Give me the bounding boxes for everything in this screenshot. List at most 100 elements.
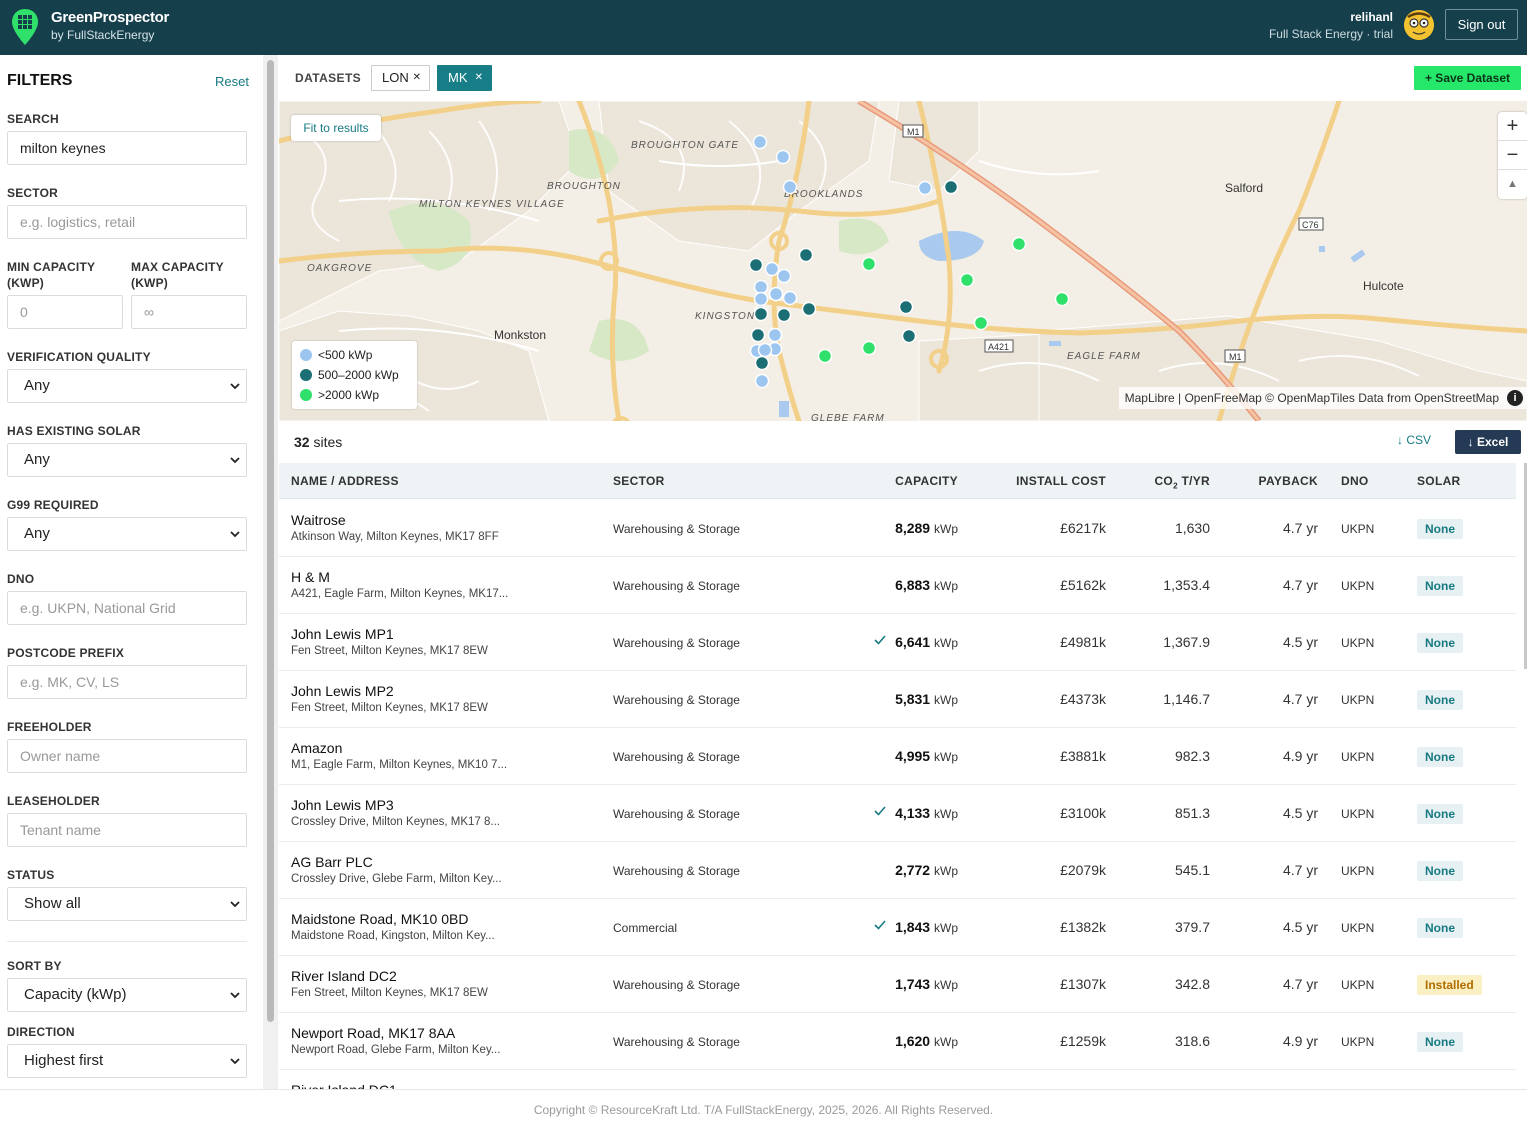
site-name[interactable]: Maidstone Road, MK10 0BD: [291, 911, 469, 927]
header-solar[interactable]: SOLAR: [1417, 474, 1461, 488]
solar-status-badge: None: [1417, 519, 1463, 539]
table-row[interactable]: Maidstone Road, MK10 0BD Maidstone Road, …: [279, 899, 1516, 956]
download-excel-button[interactable]: ↓ Excel: [1455, 430, 1521, 454]
site-capacity: 5,831 kWp: [895, 691, 958, 707]
table-row[interactable]: River Island DC2 Fen Street, Milton Keyne…: [279, 956, 1516, 1013]
sidebar-scroll-thumb[interactable]: [267, 60, 274, 1022]
site-name[interactable]: John Lewis MP3: [291, 797, 394, 813]
compass-icon[interactable]: ▲: [1507, 178, 1518, 190]
g99-required-select[interactable]: Any: [7, 517, 247, 551]
page-footer: Copyright © ResourceKraft Ltd. T/A FullS…: [0, 1089, 1527, 1121]
dataset-chip-lon[interactable]: LON ✕: [371, 65, 430, 91]
site-sector: Warehousing & Storage: [613, 864, 740, 878]
close-icon[interactable]: ✕: [474, 72, 483, 83]
fit-to-results-button[interactable]: Fit to results: [291, 115, 381, 141]
header-name[interactable]: NAME / ADDRESS: [291, 474, 399, 488]
site-name[interactable]: River Island DC2: [291, 968, 397, 984]
header-co2[interactable]: CO2 T/YR: [1154, 474, 1210, 490]
results-count-suffix: sites: [309, 434, 343, 450]
direction-select[interactable]: Highest first: [7, 1044, 247, 1078]
reset-filters-link[interactable]: Reset: [215, 74, 249, 89]
site-co2: 545.1: [1174, 862, 1210, 878]
capacity-unit: kWp: [934, 864, 958, 878]
site-co2: 982.3: [1174, 748, 1210, 764]
map-pin-grid-icon[interactable]: [11, 8, 39, 46]
sort-by-select[interactable]: Capacity (kWp): [7, 978, 247, 1012]
site-name[interactable]: John Lewis MP1: [291, 626, 394, 642]
site-sector: Warehousing & Storage: [613, 807, 740, 821]
capacity-value: 8,289: [895, 520, 931, 536]
freeholder-input[interactable]: [7, 739, 247, 773]
verification-quality-select[interactable]: Any: [7, 369, 247, 403]
site-install-cost: £5162k: [1060, 577, 1106, 593]
sector-label: SECTOR: [7, 186, 58, 200]
verification-quality-label: VERIFICATION QUALITY: [7, 350, 151, 364]
site-name[interactable]: Newport Road, MK17 8AA: [291, 1025, 456, 1041]
verification-quality-value: Any: [24, 377, 50, 394]
site-address: Newport Road, Glebe Farm, Milton Key...: [291, 1044, 501, 1056]
attribution-text[interactable]: MapLibre | OpenFreeMap © OpenMapTiles Da…: [1124, 391, 1499, 405]
zoom-in-button[interactable]: +: [1498, 112, 1527, 141]
capacity-value: 6,883: [895, 577, 931, 593]
avatar-icon[interactable]: [1404, 10, 1434, 40]
status-select[interactable]: Show all: [7, 887, 247, 921]
table-row[interactable]: John Lewis MP3 Crossley Drive, Milton Key…: [279, 785, 1516, 842]
site-name[interactable]: AG Barr PLC: [291, 854, 373, 870]
site-name[interactable]: H & M: [291, 569, 330, 585]
datasets-label: DATASETS: [295, 71, 362, 85]
table-row[interactable]: Waitrose Atkinson Way, Milton Keynes, MK1…: [279, 500, 1516, 557]
capacity-unit: kWp: [934, 978, 958, 992]
site-name[interactable]: River Island DC1: [291, 1082, 397, 1089]
sidebar-scrollbar[interactable]: [263, 55, 278, 1089]
table-row[interactable]: River Island DC1: [279, 1070, 1516, 1089]
dataset-chip-label: LON: [382, 70, 409, 85]
site-address: Fen Street, Milton Keynes, MK17 8EW: [291, 702, 488, 714]
table-row[interactable]: H & M A421, Eagle Farm, Milton Keynes, MK…: [279, 557, 1516, 614]
info-icon[interactable]: i: [1507, 390, 1523, 406]
leaseholder-input[interactable]: [7, 813, 247, 847]
site-name[interactable]: Waitrose: [291, 512, 346, 528]
place-label-hulcote: Hulcote: [1363, 279, 1404, 293]
zoom-out-button[interactable]: −: [1498, 141, 1527, 170]
site-name[interactable]: Amazon: [291, 740, 343, 756]
download-csv-button[interactable]: ↓ CSV: [1397, 433, 1432, 447]
table-row[interactable]: John Lewis MP1 Fen Street, Milton Keynes,…: [279, 614, 1516, 671]
site-capacity: 2,772 kWp: [895, 862, 958, 878]
site-dno: UKPN: [1341, 579, 1375, 593]
dno-input[interactable]: [7, 591, 247, 625]
max-capacity-input[interactable]: [131, 295, 247, 329]
header-install-cost[interactable]: INSTALL COST: [1016, 474, 1106, 488]
search-input[interactable]: [7, 131, 247, 165]
map-view[interactable]: M1 M1 A421 C76 BROUGHTON GATE BROUGHTON …: [279, 101, 1527, 421]
map-canvas[interactable]: M1 M1 A421 C76 BROUGHTON GATE BROUGHTON …: [279, 101, 1527, 421]
site-co2: 318.6: [1174, 1033, 1210, 1049]
table-row[interactable]: Newport Road, MK17 8AA Newport Road, Gleb…: [279, 1013, 1516, 1070]
header-dno[interactable]: DNO: [1341, 474, 1369, 488]
table-row[interactable]: John Lewis MP2 Fen Street, Milton Keynes,…: [279, 671, 1516, 728]
site-payback: 4.9 yr: [1282, 1033, 1318, 1049]
dataset-chip-mk[interactable]: MK ✕: [437, 65, 492, 91]
table-row[interactable]: AG Barr PLC Crossley Drive, Glebe Farm, M…: [279, 842, 1516, 899]
brand-subtitle: by FullStackEnergy: [51, 28, 155, 42]
table-scrollbar[interactable]: [1516, 463, 1527, 1089]
road-label-m1: M1: [907, 127, 920, 137]
close-icon[interactable]: ✕: [412, 72, 421, 83]
site-name[interactable]: John Lewis MP2: [291, 683, 394, 699]
sign-out-button[interactable]: Sign out: [1445, 9, 1518, 40]
postcode-prefix-input[interactable]: [7, 665, 247, 699]
brand-title[interactable]: GreenProspector: [51, 9, 170, 26]
map-attribution[interactable]: MapLibre | OpenFreeMap © OpenMapTiles Da…: [1118, 387, 1527, 409]
table-row[interactable]: Amazon M1, Eagle Farm, Milton Keynes, MK1…: [279, 728, 1516, 785]
min-capacity-input[interactable]: [7, 295, 123, 329]
capacity-value: 4,133: [895, 805, 931, 821]
header-sector[interactable]: SECTOR: [613, 474, 665, 488]
site-dno: UKPN: [1341, 978, 1375, 992]
site-markers[interactable]: [748, 134, 1070, 389]
sector-input[interactable]: [7, 205, 247, 239]
table-scroll-thumb[interactable]: [1524, 463, 1527, 669]
header-capacity[interactable]: CAPACITY: [895, 474, 958, 488]
capacity-unit: kWp: [934, 921, 958, 935]
has-existing-solar-select[interactable]: Any: [7, 443, 247, 477]
save-dataset-button[interactable]: + Save Dataset: [1414, 66, 1521, 90]
header-payback[interactable]: PAYBACK: [1258, 474, 1318, 488]
